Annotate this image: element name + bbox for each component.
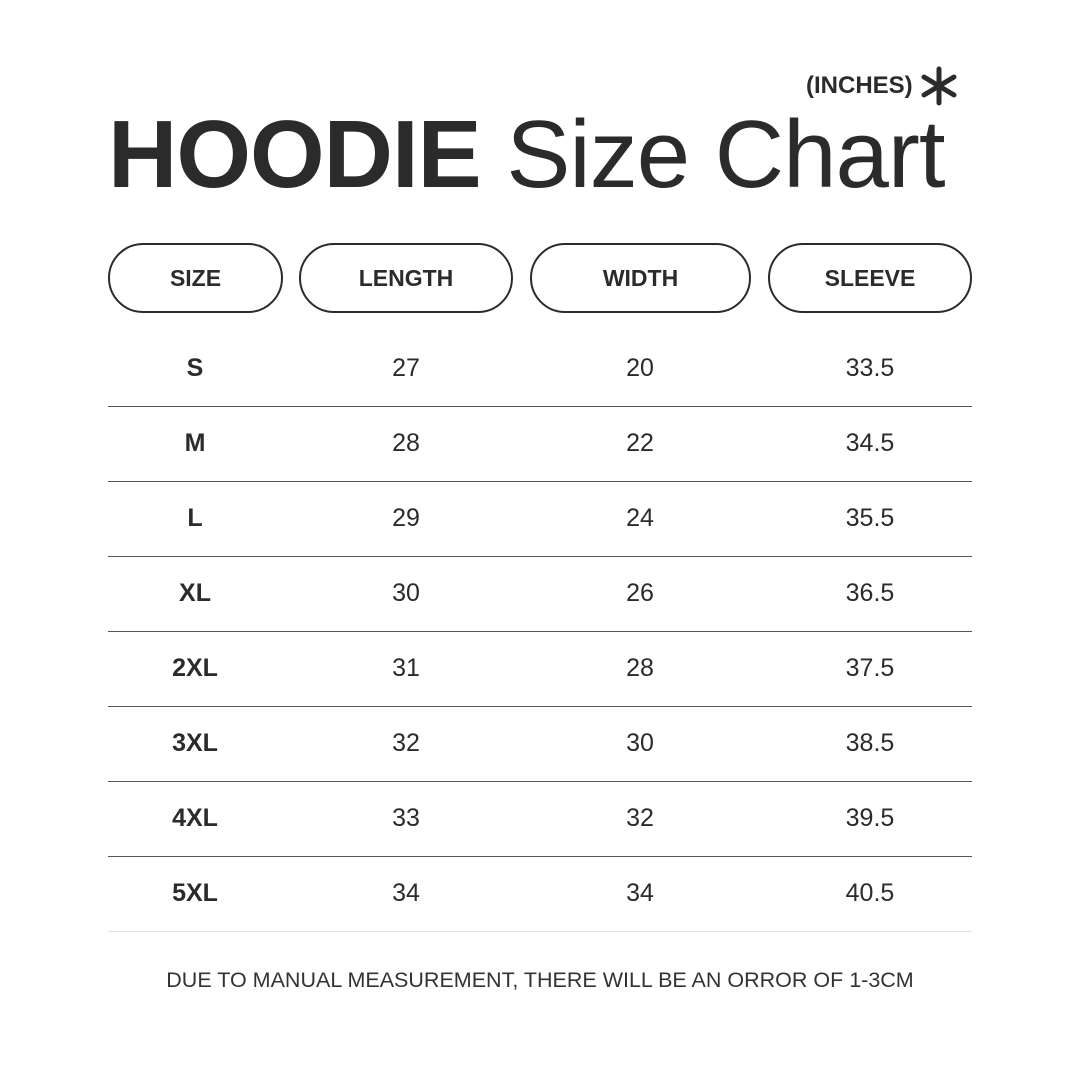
- table-row: XL 30 26 36.5: [108, 556, 972, 632]
- cell-size: XL: [179, 579, 211, 607]
- cell-size: 3XL: [172, 729, 218, 757]
- cell-size: 5XL: [172, 879, 218, 907]
- cell-length: 30: [392, 579, 420, 607]
- cell-length: 32: [392, 729, 420, 757]
- cell-width: 34: [626, 879, 654, 907]
- table-row: M 28 22 34.5: [108, 406, 972, 482]
- cell-width: 32: [626, 804, 654, 832]
- cell-sleeve: 33.5: [845, 354, 895, 382]
- cell-length: 28: [392, 429, 420, 457]
- header-sleeve: SLEEVE: [768, 243, 972, 313]
- cell-length: 34: [392, 879, 420, 907]
- table-row: S 27 20 33.5: [108, 331, 972, 407]
- header-size: SIZE: [108, 243, 283, 313]
- title-regular: Size Chart: [506, 101, 945, 208]
- cell-width: 30: [626, 729, 654, 757]
- asterisk-icon: [921, 66, 957, 106]
- cell-width: 28: [626, 654, 654, 682]
- cell-length: 29: [392, 504, 420, 532]
- title-bold: HOODIE: [108, 101, 482, 208]
- cell-length: 33: [392, 804, 420, 832]
- table-row: 3XL 32 30 38.5: [108, 706, 972, 782]
- page-title: HOODIE Size Chart: [108, 100, 946, 210]
- units-label: (INCHES): [806, 66, 959, 106]
- cell-size: S: [186, 354, 204, 382]
- footer-note: DUE TO MANUAL MEASUREMENT, THERE WILL BE…: [166, 968, 914, 992]
- cell-sleeve: 40.5: [845, 879, 895, 907]
- cell-sleeve: 39.5: [845, 804, 895, 832]
- cell-sleeve: 34.5: [845, 429, 895, 457]
- cell-length: 27: [392, 354, 420, 382]
- cell-width: 22: [626, 429, 654, 457]
- table-row: 2XL 31 28 37.5: [108, 631, 972, 707]
- table-row: L 29 24 35.5: [108, 481, 972, 557]
- cell-size: L: [187, 504, 203, 532]
- cell-size: M: [184, 429, 206, 457]
- cell-width: 24: [626, 504, 654, 532]
- cell-sleeve: 37.5: [845, 654, 895, 682]
- header-length: LENGTH: [299, 243, 513, 313]
- cell-sleeve: 35.5: [845, 504, 895, 532]
- header-width: WIDTH: [530, 243, 751, 313]
- units-text: (INCHES): [806, 72, 913, 99]
- table-row: 4XL 33 32 39.5: [108, 781, 972, 857]
- cell-length: 31: [392, 654, 420, 682]
- cell-width: 26: [626, 579, 654, 607]
- cell-size: 4XL: [172, 804, 218, 832]
- cell-sleeve: 38.5: [845, 729, 895, 757]
- table-row: 5XL 34 34 40.5: [108, 856, 972, 932]
- cell-size: 2XL: [172, 654, 218, 682]
- cell-width: 20: [626, 354, 654, 382]
- cell-sleeve: 36.5: [845, 579, 895, 607]
